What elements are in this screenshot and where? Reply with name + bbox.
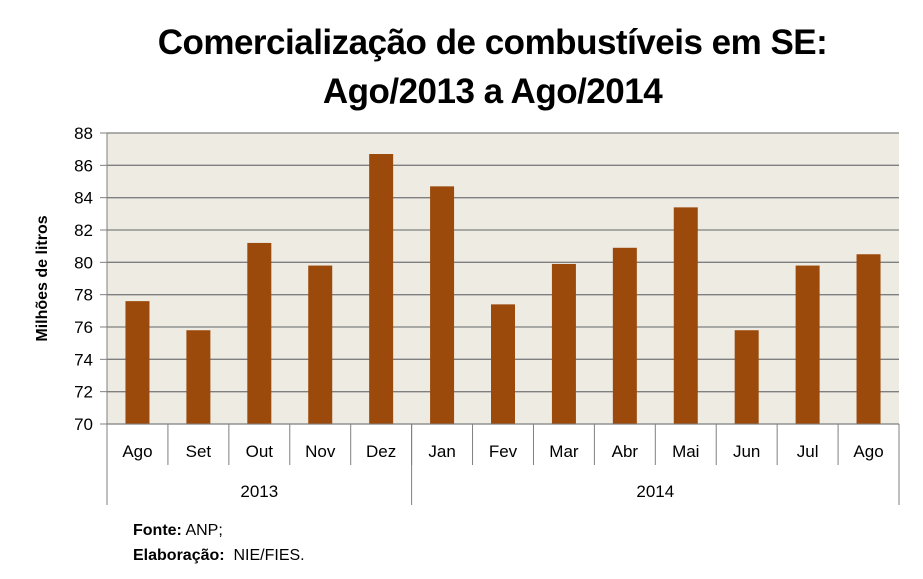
x-tick-label: Jun [733, 442, 760, 461]
bar [308, 265, 333, 424]
y-tick-label: 86 [74, 156, 93, 175]
bar [551, 263, 576, 424]
bar [612, 247, 637, 424]
x-tick-label: Jul [797, 442, 819, 461]
chart-title-line-1: Comercialização de combustíveis em SE: [157, 23, 828, 62]
bar [856, 254, 881, 424]
x-axis: Ago Set Out Nov Dez Jan Fev Mar Abr Mai Jun Jul Ago 2… [106, 423, 900, 505]
author-value: NIE/FIES. [233, 547, 305, 564]
y-tick-label: 72 [74, 383, 93, 402]
author-note: Elaboração: NIE/FIES. [133, 543, 305, 568]
footer-notes: Fonte: ANP; Elaboração: NIE/FIES. [133, 518, 305, 568]
bar [125, 301, 150, 424]
x-tick-label: Dez [366, 442, 396, 461]
x-tick-label: Mai [672, 442, 699, 461]
source-note: Fonte: ANP; [133, 518, 305, 543]
x-tick-label: Fev [489, 442, 518, 461]
y-tick-label: 78 [74, 286, 93, 305]
bar [734, 330, 759, 424]
bar [491, 304, 515, 424]
bar [673, 207, 698, 424]
y-tick-label: 76 [74, 318, 93, 337]
bars [125, 154, 881, 424]
x-group-label: 2013 [240, 482, 278, 501]
y-tick-label: 84 [74, 189, 93, 208]
y-tick-label: 82 [74, 221, 93, 240]
x-tick-label: Out [246, 442, 274, 461]
y-axis-label: Milhões de litros [34, 215, 51, 341]
y-tick-label: 74 [74, 350, 93, 369]
bar [430, 186, 455, 424]
author-label: Elaboração: [133, 547, 225, 564]
x-tick-label: Abr [612, 442, 639, 461]
x-tick-label: Jan [428, 442, 455, 461]
bar [369, 154, 394, 424]
bar [247, 242, 272, 424]
x-tick-label: Ago [853, 442, 883, 461]
x-group-label: 2014 [636, 482, 674, 501]
x-tick-label: Ago [122, 442, 152, 461]
bar [186, 330, 211, 424]
source-label: Fonte: [133, 522, 182, 539]
x-tick-label: Set [186, 442, 212, 461]
y-tick-label: 88 [74, 124, 93, 143]
bar [795, 265, 820, 424]
chart-title: Comercialização de combustíveis em SE: A… [0, 18, 923, 116]
y-tick-label: 70 [74, 415, 93, 434]
x-tick-label: Nov [305, 442, 336, 461]
chart-title-line-2: Ago/2013 a Ago/2014 [322, 72, 663, 111]
y-tick-label: 80 [74, 253, 93, 272]
x-tick-label: Mar [549, 442, 579, 461]
source-value: ANP; [185, 522, 223, 539]
y-axis-ticks: 70 72 74 76 78 80 82 84 86 88 [74, 124, 108, 434]
